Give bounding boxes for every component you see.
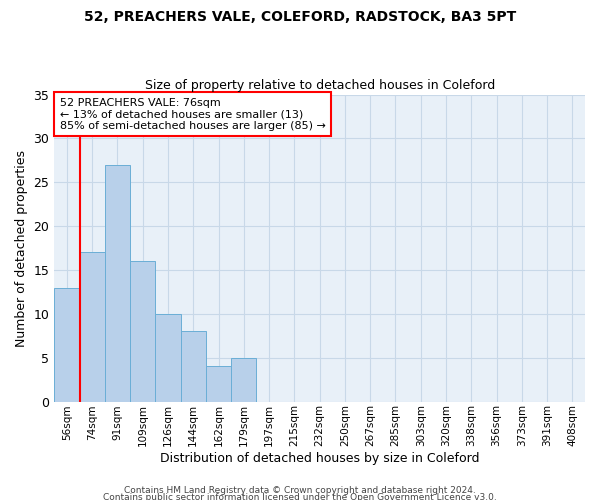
Bar [105, 164, 130, 402]
Text: Contains public sector information licensed under the Open Government Licence v3: Contains public sector information licen… [103, 494, 497, 500]
Title: Size of property relative to detached houses in Coleford: Size of property relative to detached ho… [145, 79, 495, 92]
Bar [80, 252, 105, 402]
X-axis label: Distribution of detached houses by size in Coleford: Distribution of detached houses by size … [160, 452, 479, 465]
Y-axis label: Number of detached properties: Number of detached properties [15, 150, 28, 346]
Bar [155, 314, 181, 402]
Bar [130, 261, 155, 402]
Text: 52 PREACHERS VALE: 76sqm
← 13% of detached houses are smaller (13)
85% of semi-d: 52 PREACHERS VALE: 76sqm ← 13% of detach… [59, 98, 325, 131]
Text: 52, PREACHERS VALE, COLEFORD, RADSTOCK, BA3 5PT: 52, PREACHERS VALE, COLEFORD, RADSTOCK, … [84, 10, 516, 24]
Bar [54, 288, 80, 402]
Text: Contains HM Land Registry data © Crown copyright and database right 2024.: Contains HM Land Registry data © Crown c… [124, 486, 476, 495]
Bar [206, 366, 231, 402]
Bar [231, 358, 256, 402]
Bar [181, 332, 206, 402]
